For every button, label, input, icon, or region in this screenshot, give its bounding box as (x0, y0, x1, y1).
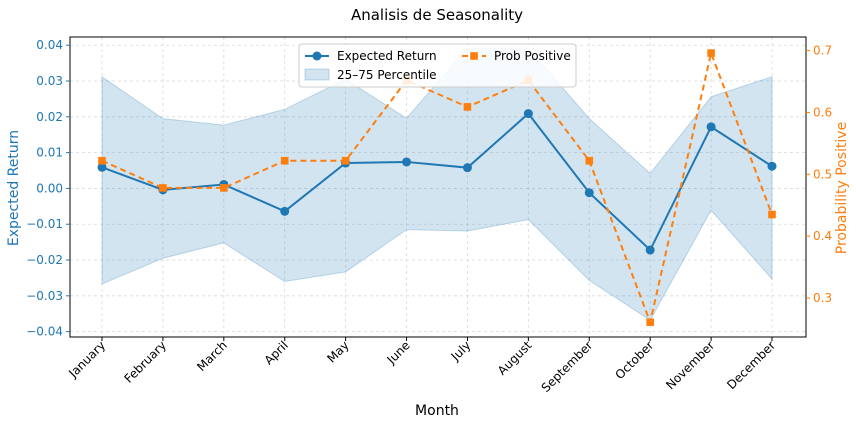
left-y-tick-label: 0.00 (36, 181, 63, 195)
left-y-tick-label: 0.02 (36, 110, 63, 124)
x-tick-label: June (384, 338, 413, 367)
x-tick-label: February (122, 338, 170, 386)
expected-return-point (280, 206, 290, 216)
expected-return-point (706, 122, 716, 132)
x-axis-label: Month (415, 403, 459, 419)
x-tick-label: March (194, 338, 230, 374)
prob-positive-point (646, 318, 654, 326)
legend-box (298, 43, 577, 88)
expected-return-point (767, 161, 777, 171)
legend-marker-prob-positive (470, 52, 478, 60)
plot-area: −0.04 −0.03 −0.02 −0.01 0.00 0.01 0.02 0.03 0.04… (26, 36, 832, 395)
x-tick-label: September (539, 338, 596, 395)
left-y-tick-label: 0.01 (36, 146, 63, 160)
legend-marker-expected-return (312, 51, 322, 61)
percentile-band (101, 47, 773, 321)
right-y-tick-label: 0.4 (813, 229, 832, 243)
x-tick-label: May (324, 338, 351, 365)
prob-positive-point (98, 156, 106, 165)
legend-swatch-percentile (304, 68, 330, 81)
x-tick-label: October (612, 338, 656, 382)
prob-positive-point (159, 184, 167, 192)
left-y-axis-label: Expected Return (6, 130, 22, 246)
left-y-tick-label: −0.02 (26, 253, 63, 267)
expected-return-point (645, 245, 655, 255)
left-y-tick-label: 0.03 (36, 74, 63, 88)
prob-positive-point (220, 184, 228, 192)
left-y-tick-label: −0.01 (26, 217, 63, 231)
right-y-axis-label: Probability Positive (834, 122, 850, 254)
prob-positive-point (707, 49, 715, 57)
prob-positive-point (585, 156, 594, 165)
left-y-tick-label: −0.04 (26, 325, 63, 339)
expected-return-point (462, 163, 472, 173)
legend: Expected Return Prob Positive 25–75 Percen… (298, 43, 577, 88)
x-tick-label: August (495, 338, 535, 378)
x-tick-label: July (448, 338, 474, 364)
x-tick-label: November (663, 338, 717, 392)
expected-return-point (402, 157, 412, 167)
prob-positive-point (768, 210, 776, 219)
x-tick-label: January (65, 338, 108, 381)
plot-frame (69, 36, 807, 338)
left-y-tick-label: 0.04 (36, 38, 63, 52)
right-y-tick-label: 0.7 (813, 44, 832, 58)
prob-positive-point (280, 156, 289, 165)
expected-return-point (523, 109, 533, 119)
x-tick-label: April (262, 338, 291, 367)
prob-positive-point (341, 156, 350, 165)
prob-positive-point (463, 103, 472, 111)
right-y-tick-label: 0.5 (813, 167, 832, 181)
expected-return-point (97, 162, 107, 172)
legend-label-expected-return: Expected Return (337, 49, 437, 63)
right-y-tick-label: 0.3 (813, 291, 832, 305)
right-y-tick-label: 0.6 (813, 105, 832, 119)
left-y-tick-label: −0.03 (26, 289, 63, 303)
x-tick-label: December (724, 338, 778, 392)
series-line-expected-return (101, 112, 773, 252)
expected-return-point (584, 188, 594, 198)
chart-title: Analisis de Seasonality (351, 6, 523, 24)
legend-label-prob-positive: Prob Positive (494, 49, 571, 63)
legend-label-percentile: 25–75 Percentile (337, 68, 437, 82)
